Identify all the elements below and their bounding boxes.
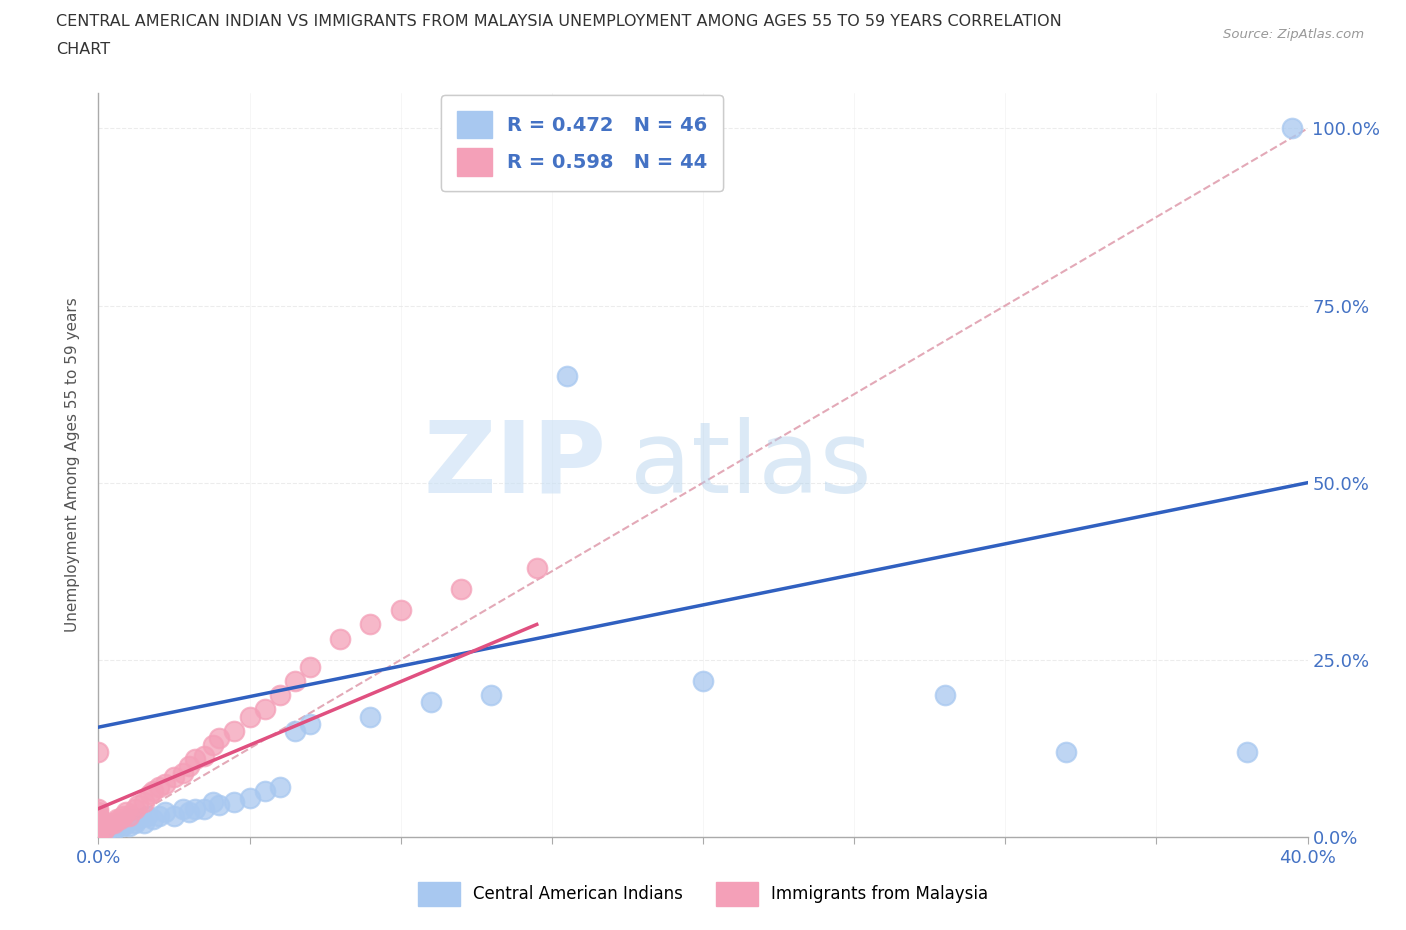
- Central American Indians: [96, 822, 118, 837]
- Immigrants from Malaysia: [96, 819, 118, 834]
- Immigrants from Malaysia: [124, 802, 146, 817]
- Central American Indians: [87, 830, 110, 844]
- Central American Indians: [153, 804, 176, 819]
- Central American Indians: [208, 798, 231, 813]
- Immigrants from Malaysia: [118, 808, 141, 823]
- Central American Indians: [299, 716, 322, 731]
- Immigrants from Malaysia: [148, 780, 170, 795]
- Central American Indians: [118, 812, 141, 827]
- Immigrants from Malaysia: [87, 826, 110, 841]
- Central American Indians: [148, 808, 170, 823]
- Immigrants from Malaysia: [127, 798, 149, 813]
- Immigrants from Malaysia: [103, 816, 125, 830]
- Immigrants from Malaysia: [142, 783, 165, 798]
- Immigrants from Malaysia: [184, 751, 207, 766]
- Immigrants from Malaysia: [360, 617, 382, 631]
- Central American Indians: [202, 794, 225, 809]
- Central American Indians: [87, 816, 110, 830]
- Text: CENTRAL AMERICAN INDIAN VS IMMIGRANTS FROM MALAYSIA UNEMPLOYMENT AMONG AGES 55 T: CENTRAL AMERICAN INDIAN VS IMMIGRANTS FR…: [56, 14, 1062, 29]
- Immigrants from Malaysia: [87, 822, 110, 837]
- Central American Indians: [179, 804, 201, 819]
- Immigrants from Malaysia: [253, 702, 276, 717]
- Central American Indians: [87, 826, 110, 841]
- Central American Indians: [481, 688, 503, 703]
- Central American Indians: [87, 822, 110, 837]
- Immigrants from Malaysia: [100, 816, 122, 830]
- Immigrants from Malaysia: [87, 816, 110, 830]
- Immigrants from Malaysia: [87, 819, 110, 834]
- Central American Indians: [1054, 745, 1077, 760]
- Central American Indians: [224, 794, 246, 809]
- Text: Source: ZipAtlas.com: Source: ZipAtlas.com: [1223, 28, 1364, 41]
- Central American Indians: [253, 783, 276, 798]
- Central American Indians: [239, 790, 262, 805]
- Central American Indians: [284, 724, 307, 738]
- Central American Indians: [127, 812, 149, 827]
- Immigrants from Malaysia: [87, 745, 110, 760]
- Immigrants from Malaysia: [389, 603, 412, 618]
- Central American Indians: [184, 802, 207, 817]
- Central American Indians: [132, 816, 155, 830]
- Central American Indians: [124, 816, 146, 830]
- Central American Indians: [142, 812, 165, 827]
- Immigrants from Malaysia: [172, 765, 194, 780]
- Immigrants from Malaysia: [111, 808, 134, 823]
- Central American Indians: [87, 819, 110, 834]
- Immigrants from Malaysia: [269, 688, 291, 703]
- Central American Indians: [103, 822, 125, 837]
- Central American Indians: [93, 826, 115, 841]
- Central American Indians: [100, 819, 122, 834]
- Central American Indians: [1236, 745, 1258, 760]
- Immigrants from Malaysia: [87, 812, 110, 827]
- Text: ZIP: ZIP: [423, 417, 606, 513]
- Immigrants from Malaysia: [108, 812, 131, 827]
- Central American Indians: [135, 808, 157, 823]
- Central American Indians: [108, 816, 131, 830]
- Central American Indians: [114, 816, 136, 830]
- Immigrants from Malaysia: [179, 759, 201, 774]
- Central American Indians: [692, 673, 714, 688]
- Immigrants from Malaysia: [87, 830, 110, 844]
- Central American Indians: [420, 695, 443, 710]
- Central American Indians: [87, 808, 110, 823]
- Legend: Central American Indians, Immigrants from Malaysia: Central American Indians, Immigrants fro…: [411, 875, 995, 912]
- Central American Indians: [105, 819, 128, 834]
- Legend: R = 0.472   N = 46, R = 0.598   N = 44: R = 0.472 N = 46, R = 0.598 N = 44: [441, 95, 723, 192]
- Central American Indians: [118, 819, 141, 834]
- Immigrants from Malaysia: [163, 769, 186, 784]
- Immigrants from Malaysia: [132, 794, 155, 809]
- Immigrants from Malaysia: [93, 822, 115, 837]
- Immigrants from Malaysia: [87, 804, 110, 819]
- Central American Indians: [555, 369, 578, 384]
- Central American Indians: [934, 688, 956, 703]
- Central American Indians: [163, 808, 186, 823]
- Text: CHART: CHART: [56, 42, 110, 57]
- Immigrants from Malaysia: [208, 730, 231, 745]
- Text: atlas: atlas: [630, 417, 872, 513]
- Immigrants from Malaysia: [202, 737, 225, 752]
- Immigrants from Malaysia: [284, 673, 307, 688]
- Y-axis label: Unemployment Among Ages 55 to 59 years: Unemployment Among Ages 55 to 59 years: [65, 298, 80, 632]
- Immigrants from Malaysia: [329, 631, 352, 646]
- Immigrants from Malaysia: [153, 777, 176, 791]
- Central American Indians: [269, 780, 291, 795]
- Central American Indians: [193, 802, 215, 817]
- Central American Indians: [87, 812, 110, 827]
- Immigrants from Malaysia: [139, 787, 162, 802]
- Immigrants from Malaysia: [193, 748, 215, 763]
- Immigrants from Malaysia: [87, 802, 110, 817]
- Immigrants from Malaysia: [105, 812, 128, 827]
- Central American Indians: [360, 709, 382, 724]
- Immigrants from Malaysia: [224, 724, 246, 738]
- Immigrants from Malaysia: [299, 659, 322, 674]
- Immigrants from Malaysia: [87, 808, 110, 823]
- Central American Indians: [111, 819, 134, 834]
- Immigrants from Malaysia: [114, 804, 136, 819]
- Immigrants from Malaysia: [450, 581, 472, 596]
- Immigrants from Malaysia: [239, 709, 262, 724]
- Central American Indians: [172, 802, 194, 817]
- Central American Indians: [1281, 121, 1303, 136]
- Immigrants from Malaysia: [526, 560, 548, 575]
